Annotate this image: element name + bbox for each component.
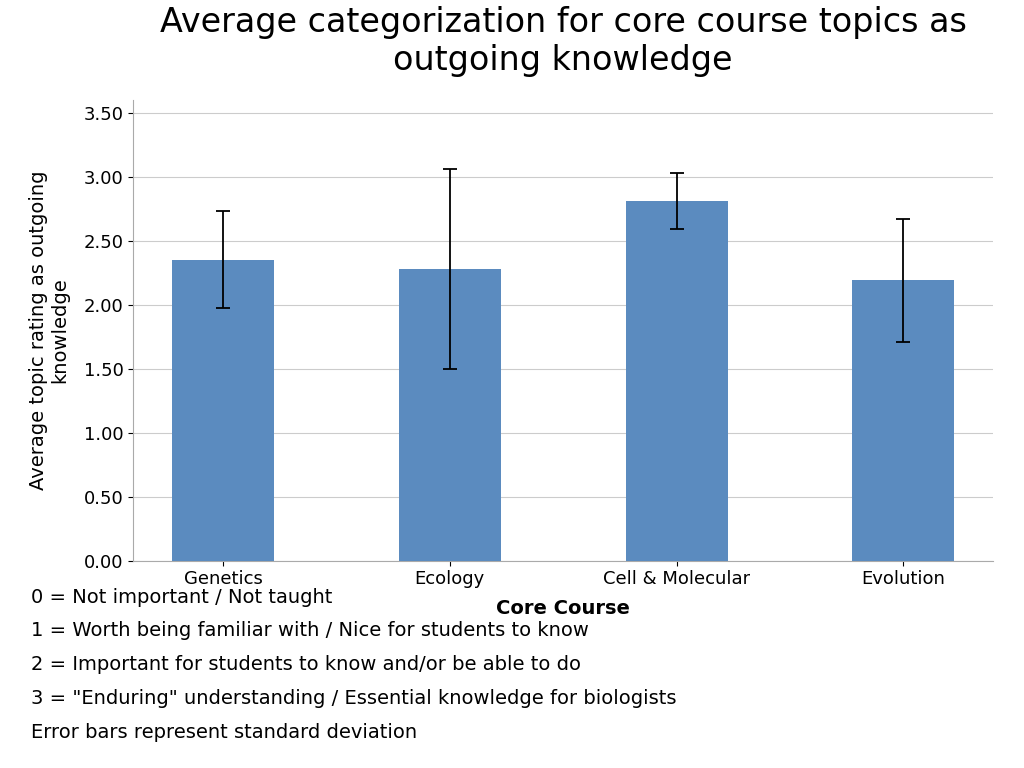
- Bar: [626, 201, 727, 561]
- Text: 0 = Not important / Not taught: 0 = Not important / Not taught: [31, 588, 332, 607]
- Bar: [852, 280, 954, 561]
- Y-axis label: Average topic rating as outgoing
knowledge: Average topic rating as outgoing knowled…: [29, 170, 70, 490]
- Bar: [399, 269, 501, 561]
- Bar: [172, 260, 274, 561]
- Text: 2 = Important for students to know and/or be able to do: 2 = Important for students to know and/o…: [31, 655, 581, 674]
- Text: 1 = Worth being familiar with / Nice for students to know: 1 = Worth being familiar with / Nice for…: [31, 621, 589, 641]
- X-axis label: Core Course: Core Course: [497, 600, 630, 618]
- Text: Average categorization for core course topics as
outgoing knowledge: Average categorization for core course t…: [160, 5, 967, 77]
- Text: Error bars represent standard deviation: Error bars represent standard deviation: [31, 723, 417, 742]
- Text: 3 = "Enduring" understanding / Essential knowledge for biologists: 3 = "Enduring" understanding / Essential…: [31, 689, 676, 708]
